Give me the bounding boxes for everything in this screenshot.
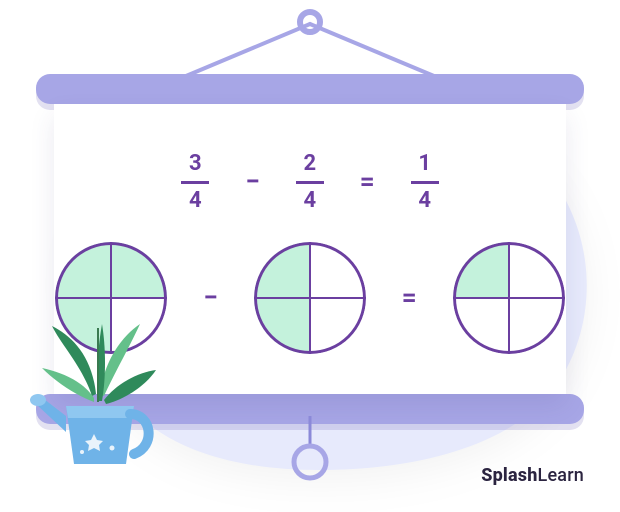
hanger-ring-circle: [300, 12, 320, 32]
hanger-string-right: [310, 24, 434, 76]
fraction-term-1: 3 4: [181, 151, 209, 214]
pie-chart-2: [254, 242, 366, 354]
brand-part-2: Learn: [538, 465, 584, 486]
pie-2-quadrant-tr: [310, 242, 366, 298]
operator-minus-1: −: [245, 167, 259, 197]
board-top-bar: [36, 74, 584, 104]
fraction-1-numerator: 3: [185, 151, 206, 177]
fraction-3-rule: [411, 181, 439, 184]
fraction-3-numerator: 1: [414, 151, 435, 177]
pie-1-quadrant-tr: [111, 242, 167, 298]
operator-minus-2: −: [203, 283, 217, 313]
hanger-string-left: [186, 24, 310, 76]
fraction-2-numerator: 2: [299, 151, 320, 177]
fraction-3-denominator: 4: [414, 188, 435, 214]
fraction-2-denominator: 4: [299, 188, 320, 214]
pie-2-body: [254, 242, 366, 354]
brand-logo: SplashLearn: [481, 465, 584, 486]
pie-3-quadrant-bl: [453, 298, 509, 354]
fraction-1-rule: [181, 181, 209, 184]
pie-3-quadrant-tr: [509, 242, 565, 298]
pie-chart-3: [453, 242, 565, 354]
illustration-stage: 3 4 − 2 4 = 1 4 − =: [0, 0, 620, 512]
plant-leaves: [42, 324, 156, 404]
pie-2-quadrant-br: [310, 298, 366, 354]
fraction-term-3: 1 4: [411, 151, 439, 214]
fraction-term-2: 2 4: [296, 151, 324, 214]
pull-cord: [290, 416, 330, 486]
brand-part-1: Splash: [481, 465, 537, 486]
operator-equals-1: =: [360, 167, 375, 197]
pull-ring-circle: [294, 446, 326, 478]
hanger-ring-svg: [296, 8, 324, 36]
fraction-1-denominator: 4: [185, 188, 206, 214]
pie-2-quadrant-bl: [254, 298, 310, 354]
fraction-equation-row: 3 4 − 2 4 = 1 4: [181, 151, 438, 214]
pie-3-quadrant-br: [509, 298, 565, 354]
pie-1-quadrant-tl: [55, 242, 111, 298]
watering-can: [30, 394, 149, 464]
plant-decoration: [22, 306, 172, 476]
pie-2-quadrant-tl: [254, 242, 310, 298]
fraction-2-rule: [296, 181, 324, 184]
operator-equals-2: =: [402, 283, 417, 313]
pie-3-quadrant-tl: [453, 242, 509, 298]
pie-3-body: [453, 242, 565, 354]
